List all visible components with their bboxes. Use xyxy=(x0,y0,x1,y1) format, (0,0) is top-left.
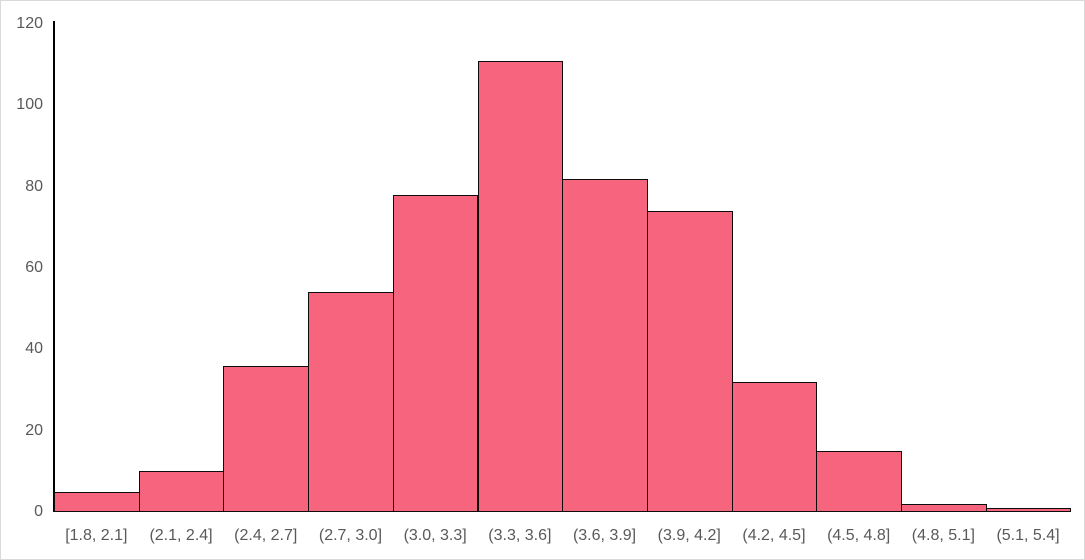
x-tick-label: (2.7, 3.0] xyxy=(318,527,383,544)
y-tick-label: 120 xyxy=(16,15,43,32)
x-tick-label: (3.3, 3.6] xyxy=(488,527,552,544)
x-tick-label: (3.9, 4.2] xyxy=(657,527,721,544)
histogram-bar-2 xyxy=(138,471,225,512)
histogram-bar-12 xyxy=(985,508,1072,512)
histogram-bar-6 xyxy=(477,61,564,512)
x-tick-label: [1.8, 2.1] xyxy=(65,527,128,544)
y-tick-label: 40 xyxy=(25,340,43,358)
histogram-bar-9 xyxy=(731,382,818,512)
x-tick-label: (2.4, 2.7] xyxy=(234,527,298,544)
x-tick-label: (4.5, 4.8] xyxy=(827,527,891,544)
histogram-bar-11 xyxy=(901,504,987,512)
x-tick-label: (3.6, 3.9] xyxy=(572,527,637,544)
y-tick-label: 20 xyxy=(25,421,43,439)
x-tick-label: (4.8, 5.1] xyxy=(911,527,975,544)
y-axis-line xyxy=(53,21,55,512)
x-tick-label: (2.1, 2.4] xyxy=(149,527,213,544)
histogram-bar-5 xyxy=(392,195,479,512)
histogram-bar-8 xyxy=(646,211,733,512)
x-tick-label: (5.1, 5.4] xyxy=(996,527,1060,544)
y-tick-label: 60 xyxy=(25,259,43,276)
x-tick-label: (4.2, 4.5] xyxy=(742,527,806,544)
x-tick-label: (3.0, 3.3] xyxy=(403,527,467,544)
y-tick-label: 80 xyxy=(25,177,43,195)
histogram-bar-3 xyxy=(223,366,310,512)
histogram-bar-1 xyxy=(54,492,140,512)
histogram-bar-7 xyxy=(562,179,648,512)
y-tick-label: 100 xyxy=(16,96,43,114)
histogram-bar-10 xyxy=(816,451,902,512)
y-tick-label: 0 xyxy=(34,503,43,520)
histogram-bar-4 xyxy=(308,292,394,512)
